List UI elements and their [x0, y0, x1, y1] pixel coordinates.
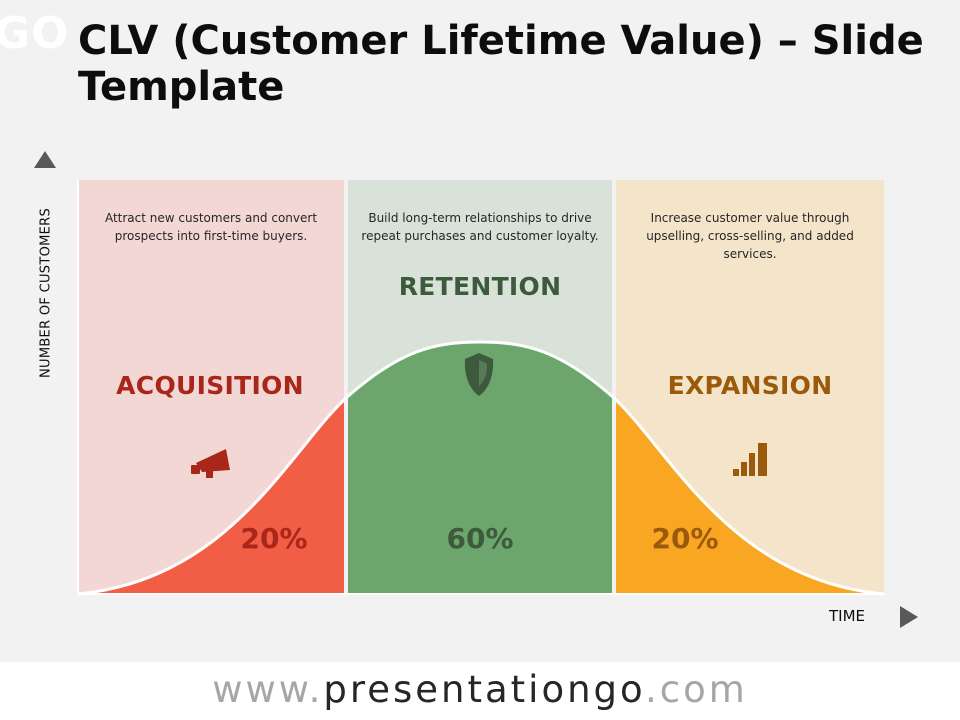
acquisition-percent: 20% [240, 522, 308, 555]
clv-diagram [34, 151, 918, 628]
acquisition-description: Attract new customers and convert prospe… [104, 211, 318, 243]
retention-percent: 60% [446, 522, 514, 555]
retention-title: RETENTION [398, 272, 562, 301]
y-axis-arrow-icon [34, 151, 56, 168]
shield-icon [464, 353, 494, 396]
footer-url-suffix: .com [645, 668, 748, 711]
expansion-title: EXPANSION [667, 371, 833, 400]
logo-fragment: GO [0, 8, 70, 59]
expansion-percent: 20% [651, 522, 719, 555]
curve-area-retention [348, 342, 612, 594]
footer-url-prefix: www. [212, 668, 324, 711]
retention-description: Build long-term relationships to drive r… [361, 211, 599, 243]
footer-url[interactable]: www.presentationgo.com [0, 666, 960, 714]
footer: www.presentationgo.com [0, 662, 960, 720]
x-axis-arrow-icon [900, 606, 918, 628]
curve-area-expansion [616, 399, 884, 594]
acquisition-title: ACQUISITION [116, 371, 304, 400]
curve-area-acquisition [78, 399, 344, 594]
slide-title: CLV (Customer Lifetime Value) – Slide Te… [78, 18, 924, 110]
y-axis-label: NUMBER OF CUSTOMERS [38, 207, 54, 379]
megaphone-icon [191, 449, 230, 478]
bell-curve-line [77, 340, 885, 596]
bar-chart-icon [733, 443, 767, 476]
x-axis-label: TIME [828, 607, 865, 625]
expansion-description: Increase customer value through upsellin… [646, 211, 854, 261]
footer-url-brand: presentationgo [323, 668, 646, 711]
